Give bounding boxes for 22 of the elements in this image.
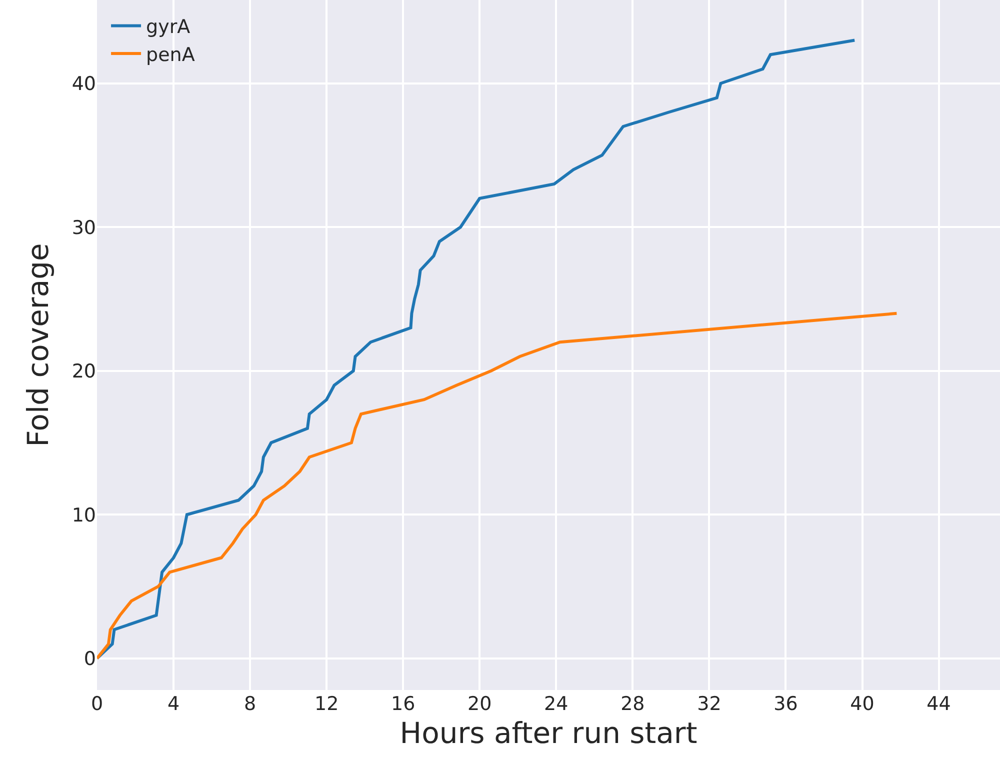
legend-label: gyrA: [146, 16, 190, 38]
x-tick-label: 12: [314, 693, 339, 715]
x-tick-label: 32: [697, 693, 722, 715]
y-tick-label: 10: [72, 504, 96, 526]
line-series: [97, 312, 898, 660]
y-axis-title: Fold coverage: [21, 243, 56, 447]
x-tick-label: 16: [391, 693, 416, 715]
x-tick-label: 20: [468, 693, 492, 715]
x-tick-label: 8: [244, 693, 256, 715]
y-tick-label: 0: [84, 648, 96, 670]
y-tick-label: 30: [72, 216, 96, 239]
x-tick-label: 44: [926, 693, 951, 715]
legend-label: penA: [146, 44, 195, 66]
x-tick-label: 28: [620, 693, 645, 715]
x-tick-label: 4: [167, 693, 180, 715]
x-axis-title: Hours after run start: [400, 716, 698, 750]
y-tick-label: 20: [72, 360, 96, 383]
x-tick-label: 36: [774, 693, 798, 715]
x-tick-label: 24: [544, 693, 568, 715]
y-tick-label: 40: [72, 73, 96, 96]
line-series: [97, 38, 856, 660]
x-tick-label: 40: [850, 693, 874, 715]
